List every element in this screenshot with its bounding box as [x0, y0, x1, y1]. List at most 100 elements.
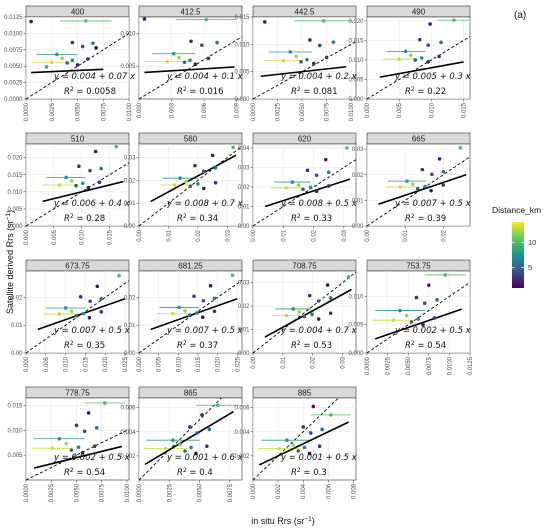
data-point	[207, 427, 212, 432]
data-point	[323, 157, 328, 162]
data-point	[277, 446, 282, 451]
facet-panel: 510 y = 0.006 + 0.4 x R2 = 0.28 0.000 0.005 0…	[7, 132, 131, 245]
data-point	[81, 311, 86, 316]
x-tick-label: 0.000	[251, 483, 257, 499]
data-point	[195, 431, 199, 435]
data-point	[314, 189, 319, 194]
y-tick-label: 0.01	[124, 201, 136, 207]
data-point	[86, 57, 90, 61]
data-point	[284, 186, 289, 190]
x-tick-label: 0.0050	[406, 356, 412, 375]
facet-panel: 665 y = 0.007 + 0.5 x R2 = 0.39 0.00 0.01 0.0…	[352, 132, 472, 242]
data-point	[437, 54, 441, 59]
y-tick-label: 0.03	[352, 147, 364, 153]
r-squared-label: R2 = 0.0058	[64, 86, 116, 97]
panel-tag: (a)	[514, 10, 526, 21]
x-tick-label: 0.025	[123, 356, 129, 372]
data-point	[437, 157, 442, 161]
data-point	[187, 313, 192, 317]
data-point	[193, 163, 197, 168]
data-point	[60, 56, 64, 61]
facet-strip-label: 865	[184, 388, 198, 397]
r-squared-label: R2 = 0.54	[64, 467, 105, 478]
data-point	[55, 52, 59, 57]
data-point	[281, 58, 286, 63]
x-tick-label: 0.0075	[100, 483, 106, 502]
x-tick-label: 0.002	[276, 483, 282, 499]
data-point	[171, 438, 175, 443]
x-tick-label: 0.0050	[74, 483, 80, 502]
data-point	[201, 298, 206, 303]
data-point	[346, 275, 351, 279]
x-tick-label: 0.02	[312, 229, 318, 241]
data-point	[397, 57, 401, 61]
identity-line	[253, 159, 356, 226]
data-point	[183, 449, 187, 453]
data-point	[291, 443, 295, 447]
y-tick-label: 0.010	[348, 294, 364, 300]
x-tick-label: 0.020	[216, 356, 222, 372]
data-point	[75, 63, 80, 67]
regression-line	[264, 288, 352, 338]
identity-line	[367, 156, 470, 226]
data-point	[188, 58, 192, 63]
data-point	[69, 448, 74, 452]
regression-line	[33, 445, 123, 469]
regression-line	[144, 410, 234, 466]
y-tick-label: 0.0025	[4, 81, 23, 87]
facet-panel: 620 y = 0.008 + 0.5 x R2 = 0.33 0.00 0.01 0.0…	[238, 132, 358, 242]
legend-title: Distance_km	[492, 205, 541, 215]
r-squared-label: R2 = 0.28	[64, 213, 105, 224]
x-tick-label: 0.006	[326, 483, 332, 499]
regression-equation: y = 0.002 + 0.5 x	[394, 326, 472, 336]
y-tick-label: 0.03	[238, 165, 250, 171]
r-squared-label: R2 = 0.081	[291, 86, 338, 97]
panel-area	[252, 397, 357, 481]
panel-plot-area	[26, 271, 129, 353]
y-tick-label: 0.02	[238, 185, 250, 191]
facet-strip-label: 510	[71, 134, 85, 143]
data-point	[184, 179, 188, 184]
data-point	[452, 18, 456, 22]
data-point	[196, 182, 200, 186]
data-point	[29, 19, 33, 24]
regression-line	[150, 298, 238, 331]
data-point	[70, 40, 75, 45]
y-tick-label: 0.01	[124, 323, 136, 329]
data-point	[312, 61, 316, 66]
data-point	[163, 446, 168, 451]
data-point	[316, 299, 321, 303]
x-axis-title: in situ Rrs (sr−1)	[251, 516, 314, 526]
x-tick-label: 0.00	[251, 356, 257, 368]
x-tick-label: 0.0000	[24, 483, 30, 502]
y-tick-label: 0.005	[348, 323, 364, 329]
data-point	[82, 429, 87, 434]
data-point	[80, 450, 85, 455]
identity-line	[26, 280, 129, 353]
data-point	[76, 445, 81, 450]
data-point	[91, 41, 95, 46]
data-point	[308, 38, 312, 42]
x-tick-label: 0.000	[137, 356, 143, 372]
data-point	[324, 55, 329, 60]
x-tick-label: 0.0025	[386, 356, 392, 375]
data-point	[206, 56, 211, 61]
data-point	[297, 310, 302, 314]
facet-strip-label: 885	[298, 388, 312, 397]
y-tick-label: 0.005	[120, 64, 136, 70]
regression-line	[37, 298, 126, 331]
data-point	[296, 183, 301, 187]
facet-panel: 412.5 y = 0.004 + 0.1 x R2 = 0.016 0.005 0.0…	[120, 5, 244, 118]
data-point	[310, 312, 314, 317]
r-squared-label: R2 = 0.22	[405, 86, 446, 97]
data-point	[308, 185, 313, 190]
regression-line	[144, 66, 235, 74]
data-point	[213, 166, 218, 170]
data-point	[74, 183, 78, 188]
data-point	[314, 173, 319, 178]
data-point	[63, 306, 68, 310]
x-tick-label: 0.005	[397, 102, 403, 118]
data-point	[78, 295, 83, 299]
x-tick-label: 0.0000	[251, 102, 257, 121]
